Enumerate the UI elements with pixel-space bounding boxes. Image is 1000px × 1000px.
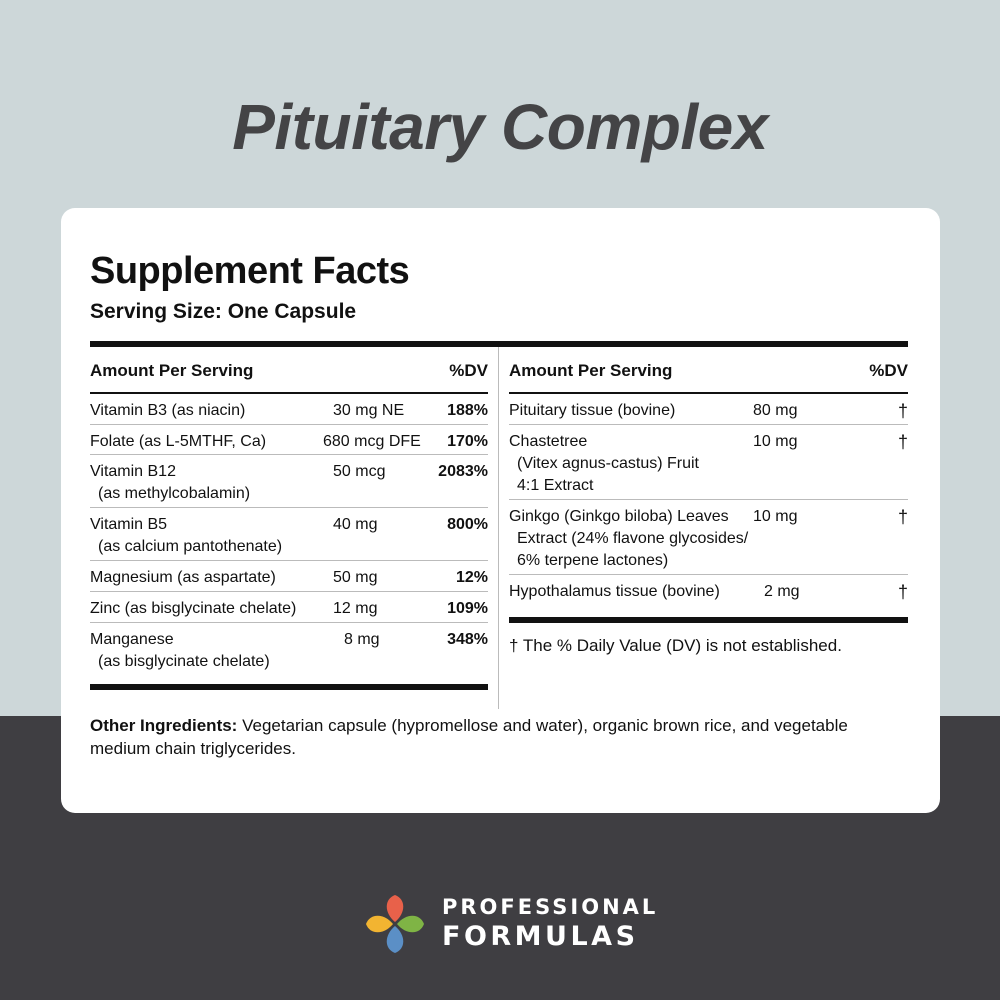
ingredient-name: Chastetree: [509, 433, 588, 450]
ingredient-detail: Extract (24% flavone glycosides/: [517, 530, 749, 547]
nutrient-row: Zinc (as bisglycinate chelate) 12 mg 109…: [90, 592, 488, 623]
nutrient-dv: 2083%: [438, 463, 488, 480]
nutrient-amount: 680 mcg DFE: [323, 433, 421, 450]
nutrient-name: Zinc (as bisglycinate chelate): [90, 600, 297, 617]
ingredient-row: Hypothalamus tissue (bovine) 2 mg †: [509, 575, 908, 606]
nutrient-name: Magnesium (as aspartate): [90, 569, 276, 586]
supplement-facts-panel: Supplement Facts Serving Size: One Capsu…: [61, 208, 940, 813]
dagger-symbol: †: [897, 401, 908, 421]
flower-logo-icon: [366, 895, 424, 953]
ingredient-row: Chastetree (Vitex agnus-castus) Fruit 4:…: [509, 425, 908, 500]
nutrient-name: Manganese: [90, 631, 174, 648]
nutrient-form: (as methylcobalamin): [98, 485, 251, 502]
nutrient-dv: 800%: [447, 516, 488, 533]
product-title: Pituitary Complex: [232, 91, 768, 163]
ingredient-detail: 4:1 Extract: [517, 477, 594, 494]
right-bottom-rule: [509, 617, 908, 623]
nutrient-amount: 40 mg: [333, 516, 378, 533]
nutrient-name: Vitamin B3 (as niacin): [90, 402, 246, 419]
left-facts-column: Amount Per Serving %DV Vitamin B3 (as ni…: [90, 347, 488, 676]
nutrient-amount: 12 mg: [333, 600, 378, 617]
left-bottom-rule: [90, 684, 488, 690]
other-ingredients: Other Ingredients: Vegetarian capsule (h…: [90, 714, 910, 760]
nutrient-form: (as calcium pantothenate): [98, 538, 283, 555]
dagger-symbol: †: [897, 582, 908, 602]
nutrient-row: Folate (as L-5MTHF, Ca) 680 mcg DFE 170%: [90, 425, 488, 455]
brand-logo: PROFESSIONAL FORMULAS: [362, 891, 655, 957]
ingredient-name: Ginkgo (Ginkgo biloba) Leaves: [509, 508, 729, 525]
ingredient-amount: 80 mg: [753, 402, 798, 419]
nutrient-dv: 348%: [447, 631, 488, 648]
top-rule: [90, 341, 908, 347]
right-facts-column: Amount Per Serving %DV Pituitary tissue …: [509, 347, 908, 606]
ingredient-amount: 10 mg: [753, 508, 798, 525]
nutrient-form: (as bisglycinate chelate): [98, 653, 270, 670]
dagger-symbol: †: [897, 507, 908, 527]
nutrient-row: Vitamin B5 (as calcium pantothenate) 40 …: [90, 508, 488, 561]
serving-size: Serving Size: One Capsule: [90, 300, 357, 323]
nutrient-dv: 12%: [455, 569, 488, 586]
brand-name-line1: PROFESSIONAL: [442, 895, 659, 919]
header-amount: Amount Per Serving: [509, 361, 673, 380]
facts-title: Supplement Facts: [90, 250, 410, 292]
ingredient-amount: 10 mg: [753, 433, 798, 450]
nutrient-row: Manganese (as bisglycinate chelate) 8 mg…: [90, 623, 488, 676]
nutrient-dv: 109%: [447, 600, 488, 617]
right-column-header: Amount Per Serving %DV: [509, 347, 908, 394]
header-amount: Amount Per Serving: [90, 361, 254, 380]
ingredient-amount: 2 mg: [764, 583, 800, 600]
nutrient-dv: 170%: [447, 433, 488, 450]
header-dv: %DV: [869, 361, 908, 380]
dagger-symbol: †: [897, 432, 908, 452]
ingredient-name: Hypothalamus tissue (bovine): [509, 583, 720, 600]
ingredient-detail: (Vitex agnus-castus) Fruit: [517, 455, 699, 472]
nutrient-dv: 188%: [447, 402, 488, 419]
header-dv: %DV: [449, 361, 488, 380]
nutrient-row: Magnesium (as aspartate) 50 mg 12%: [90, 561, 488, 592]
column-divider: [498, 347, 499, 709]
brand-name-line2: FORMULAS: [442, 921, 639, 952]
nutrient-row: Vitamin B3 (as niacin) 30 mg NE 188%: [90, 394, 488, 425]
nutrient-row: Vitamin B12 (as methylcobalamin) 50 mcg …: [90, 455, 488, 508]
ingredient-detail: 6% terpene lactones): [517, 552, 669, 569]
nutrient-name: Folate (as L-5MTHF, Ca): [90, 433, 267, 450]
left-column-header: Amount Per Serving %DV: [90, 347, 488, 394]
nutrient-name: Vitamin B5: [90, 516, 168, 533]
ingredient-name: Pituitary tissue (bovine): [509, 402, 676, 419]
nutrient-amount: 50 mg: [333, 569, 378, 586]
other-ingredients-text: Vegetarian capsule (hypromellose and wat…: [90, 716, 848, 758]
dv-footnote: † The % Daily Value (DV) is not establis…: [509, 636, 842, 655]
nutrient-amount: 30 mg NE: [333, 402, 405, 419]
nutrient-amount: 50 mcg: [333, 463, 386, 480]
nutrient-name: Vitamin B12: [90, 463, 176, 480]
other-ingredients-label: Other Ingredients:: [90, 716, 238, 735]
ingredient-row: Pituitary tissue (bovine) 80 mg †: [509, 394, 908, 425]
nutrient-amount: 8 mg: [344, 631, 380, 648]
ingredient-row: Ginkgo (Ginkgo biloba) Leaves Extract (2…: [509, 500, 908, 575]
